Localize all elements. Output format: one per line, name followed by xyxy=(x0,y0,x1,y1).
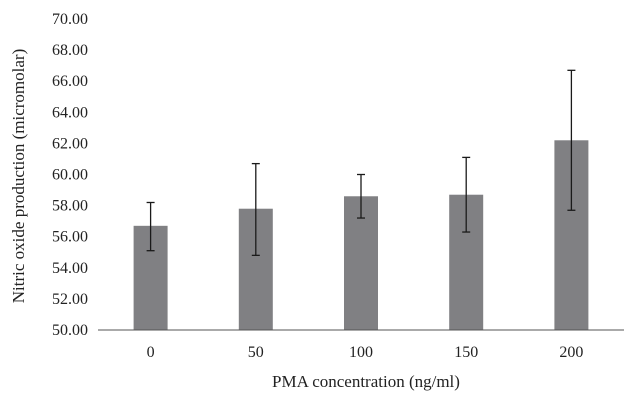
x-axis-title: PMA concentration (ng/ml) xyxy=(272,372,460,391)
y-tick-label: 68.00 xyxy=(52,42,88,59)
y-tick-label: 60.00 xyxy=(52,167,88,184)
x-tick-label: 0 xyxy=(147,344,155,361)
error-bar-150 xyxy=(462,156,471,233)
x-tick-label: 100 xyxy=(349,344,373,361)
y-tick-label: 66.00 xyxy=(52,73,88,90)
y-axis-ticks: 50.00 52.00 54.00 56.00 58.00 60.00 62.00 64.00… xyxy=(52,11,88,339)
y-tick-label: 58.00 xyxy=(52,198,88,215)
y-tick-label: 70.00 xyxy=(52,11,88,28)
y-tick-label: 52.00 xyxy=(52,291,88,308)
bars xyxy=(133,140,589,330)
y-axis-title: Nitric oxide production (micromolar) xyxy=(9,49,28,303)
error-bar-100 xyxy=(357,173,365,219)
x-axis-ticks: 0 50 100 150 200 xyxy=(147,344,584,361)
y-tick-label: 62.00 xyxy=(52,135,88,152)
x-tick-label: 150 xyxy=(454,344,478,361)
y-tick-label: 56.00 xyxy=(52,229,88,246)
x-tick-label: 50 xyxy=(248,344,264,361)
error-bar-50 xyxy=(251,162,260,257)
error-bar-0 xyxy=(146,201,155,252)
y-tick-label: 50.00 xyxy=(52,322,88,339)
error-bar-200 xyxy=(567,69,576,211)
y-tick-label: 54.00 xyxy=(52,260,88,277)
y-tick-label: 64.00 xyxy=(52,104,88,121)
x-tick-label: 200 xyxy=(559,344,583,361)
error-bars xyxy=(146,69,576,257)
